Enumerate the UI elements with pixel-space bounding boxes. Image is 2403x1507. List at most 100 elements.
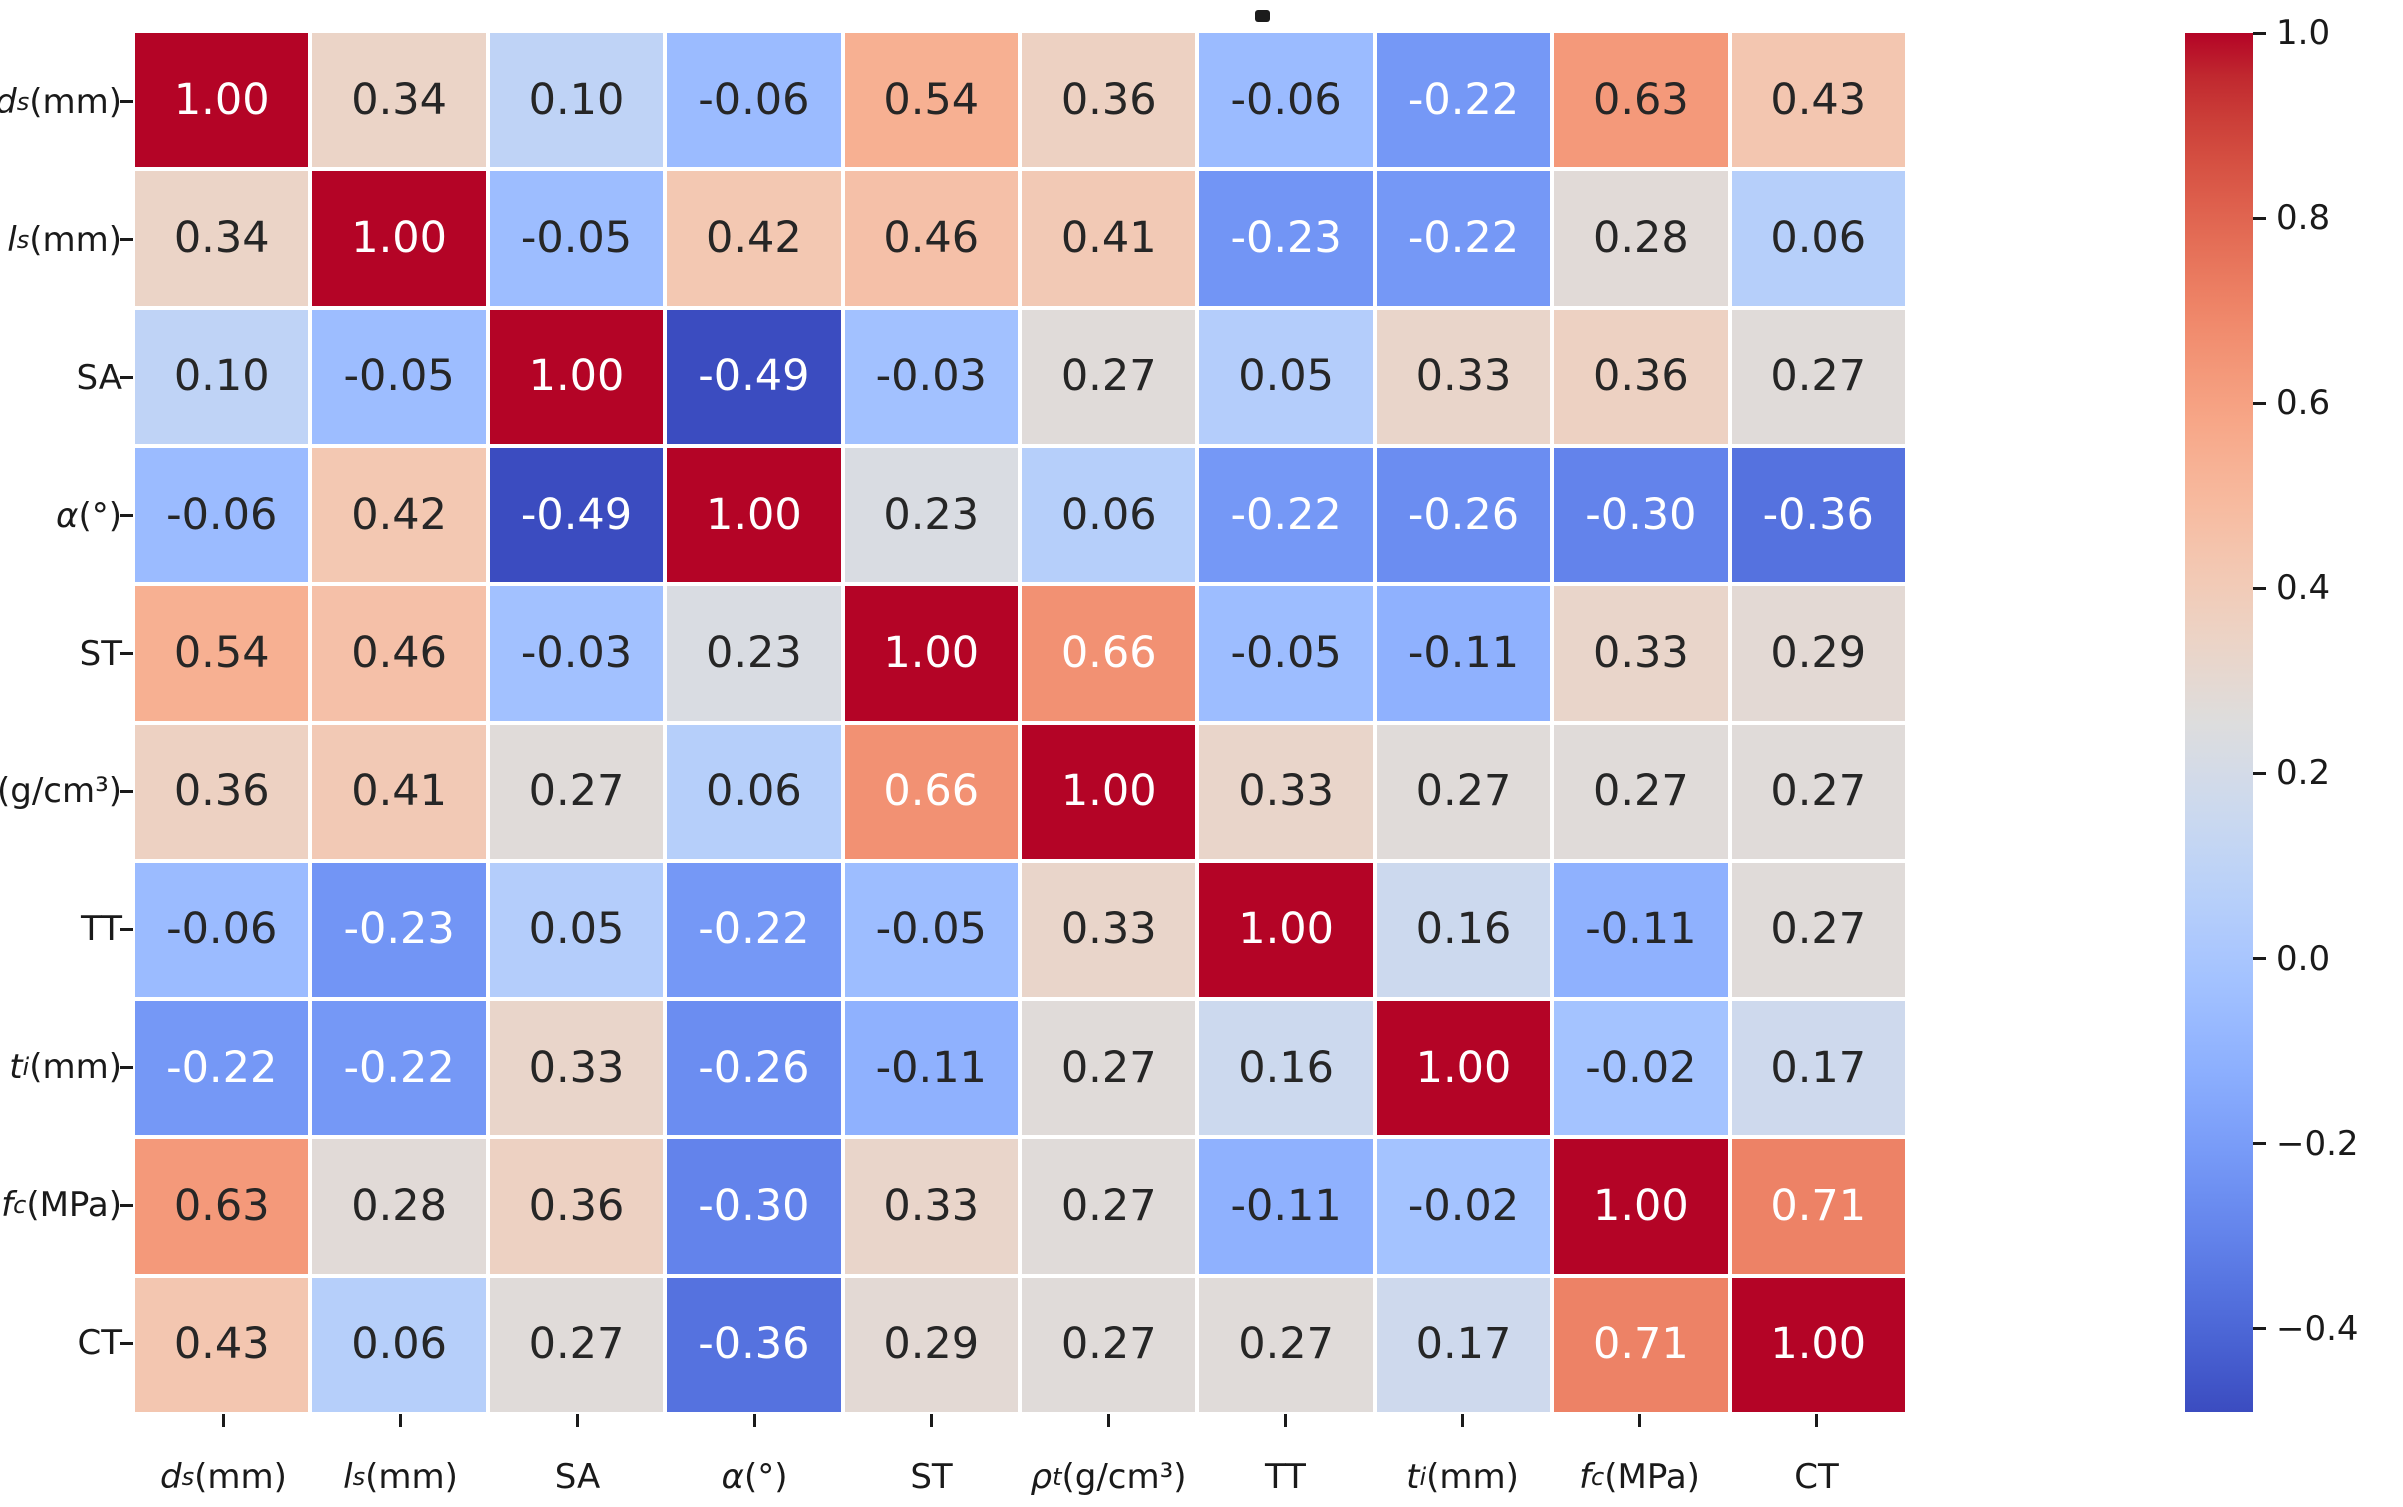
heatmap-cell: -0.11 bbox=[1554, 862, 1728, 998]
heatmap-cell: -0.22 bbox=[312, 1001, 486, 1136]
colorbar-tick-label: 1.0 bbox=[2276, 13, 2331, 53]
y-axis-tick bbox=[120, 1341, 133, 1345]
colorbar bbox=[2185, 33, 2253, 1412]
colorbar-tick bbox=[2253, 31, 2266, 35]
heatmap-cell: 1.00 bbox=[1731, 1277, 1905, 1412]
x-axis-tick bbox=[399, 1414, 402, 1427]
heatmap-cell: 0.54 bbox=[135, 586, 309, 721]
heatmap-cell: -0.30 bbox=[1554, 447, 1728, 583]
y-axis-label: TT bbox=[81, 909, 122, 950]
y-axis-label: ρt(g/cm³) bbox=[0, 771, 122, 812]
colorbar-tick-label: 0.8 bbox=[2276, 198, 2331, 239]
heatmap-cell: 0.63 bbox=[135, 1139, 309, 1274]
y-axis-tick bbox=[120, 789, 133, 793]
colorbar-tick-label: 0.0 bbox=[2276, 938, 2331, 979]
heatmap-cell: 1.00 bbox=[844, 586, 1018, 721]
heatmap-cell: 0.10 bbox=[489, 33, 664, 168]
heatmap-cell: 0.46 bbox=[312, 586, 486, 721]
heatmap-cell: -0.36 bbox=[667, 1277, 841, 1412]
heatmap-cell: 0.71 bbox=[1554, 1277, 1728, 1412]
heatmap-cell: 0.27 bbox=[489, 724, 664, 859]
y-axis-label: t i (mm) bbox=[9, 1047, 122, 1088]
heatmap-cell: 0.27 bbox=[1731, 862, 1905, 998]
heatmap-cell: 1.00 bbox=[1199, 862, 1373, 998]
x-axis-tick bbox=[1815, 1414, 1818, 1427]
heatmap-cell: -0.11 bbox=[844, 1001, 1018, 1136]
heatmap-cell: 0.29 bbox=[844, 1277, 1018, 1412]
heatmap-cell: 0.33 bbox=[844, 1139, 1018, 1274]
heatmap-cell: -0.26 bbox=[1376, 447, 1551, 583]
heatmap-cell: 0.36 bbox=[1021, 33, 1196, 168]
colorbar-tick-label: 0.4 bbox=[2276, 568, 2331, 609]
heatmap-cell: 0.27 bbox=[1021, 309, 1196, 444]
heatmap-cell: 0.33 bbox=[1199, 724, 1373, 859]
x-axis-tick bbox=[753, 1414, 756, 1427]
heatmap-cell: 0.66 bbox=[1021, 586, 1196, 721]
heatmap-cell: 0.36 bbox=[135, 724, 309, 859]
heatmap-cell: 0.63 bbox=[1554, 33, 1728, 168]
heatmap-cell: 0.06 bbox=[312, 1277, 486, 1412]
y-axis-label: ST bbox=[79, 633, 122, 674]
heatmap-cell: -0.05 bbox=[312, 309, 486, 444]
stray-mark bbox=[1255, 10, 1270, 22]
heatmap-cell: -0.11 bbox=[1376, 586, 1551, 721]
heatmap-cell: -0.06 bbox=[135, 447, 309, 583]
x-axis-tick bbox=[1638, 1414, 1641, 1427]
y-axis-tick bbox=[120, 1065, 133, 1069]
heatmap-cell: 0.41 bbox=[1021, 171, 1196, 306]
heatmap-cell: 0.16 bbox=[1376, 862, 1551, 998]
x-axis-label: d s (mm) bbox=[160, 1457, 287, 1497]
x-axis-label: α (°) bbox=[721, 1457, 788, 1497]
heatmap-cell: 0.27 bbox=[1021, 1277, 1196, 1412]
x-axis-label: TT bbox=[1265, 1457, 1306, 1497]
heatmap-cell: -0.49 bbox=[489, 447, 664, 583]
heatmap-cell: 0.23 bbox=[667, 586, 841, 721]
heatmap-cell: 0.28 bbox=[1554, 171, 1728, 306]
colorbar-tick bbox=[2253, 216, 2266, 220]
heatmap-cell: 0.27 bbox=[1554, 724, 1728, 859]
heatmap-cell: 0.17 bbox=[1731, 1001, 1905, 1136]
colorbar-tick bbox=[2253, 586, 2266, 590]
colorbar-tick bbox=[2253, 1327, 2266, 1331]
x-axis-label: SA bbox=[554, 1457, 601, 1497]
colorbar-gradient bbox=[2185, 33, 2253, 1412]
heatmap-cell: 0.54 bbox=[844, 33, 1018, 168]
heatmap-cell: 0.06 bbox=[1731, 171, 1905, 306]
heatmap-cell: -0.23 bbox=[312, 862, 486, 998]
heatmap-cell: 0.05 bbox=[489, 862, 664, 998]
heatmap-cell: -0.23 bbox=[1199, 171, 1373, 306]
x-axis-label: l s (mm) bbox=[343, 1457, 458, 1497]
heatmap-cell: -0.49 bbox=[667, 309, 841, 444]
heatmap-cell: 0.66 bbox=[844, 724, 1018, 859]
heatmap-cell: 0.34 bbox=[135, 171, 309, 306]
y-axis-label: f c (MPa) bbox=[1, 1185, 122, 1226]
y-axis-tick bbox=[120, 100, 133, 104]
heatmap-cell: 0.06 bbox=[667, 724, 841, 859]
heatmap-cell: -0.06 bbox=[1199, 33, 1373, 168]
x-axis-label: ST bbox=[910, 1457, 953, 1497]
x-axis-tick bbox=[930, 1414, 933, 1427]
heatmap-cell: -0.03 bbox=[489, 586, 664, 721]
heatmap-cell: -0.02 bbox=[1376, 1139, 1551, 1274]
heatmap-cell: 0.27 bbox=[1021, 1139, 1196, 1274]
heatmap-cell: 0.27 bbox=[1731, 309, 1905, 444]
heatmap-cell: 0.36 bbox=[1554, 309, 1728, 444]
y-axis-tick bbox=[120, 927, 133, 931]
heatmap-cell: -0.22 bbox=[1199, 447, 1373, 583]
heatmap-cell: 0.33 bbox=[1554, 586, 1728, 721]
heatmap-cell: -0.06 bbox=[135, 862, 309, 998]
heatmap-cell: 0.42 bbox=[667, 171, 841, 306]
y-axis-tick bbox=[120, 1203, 133, 1207]
heatmap-cell: 0.33 bbox=[489, 1001, 664, 1136]
colorbar-tick-label: −0.2 bbox=[2276, 1123, 2359, 1164]
x-axis-label: t i (mm) bbox=[1406, 1457, 1519, 1497]
colorbar-tick-label: 0.6 bbox=[2276, 383, 2331, 424]
heatmap-cell: 0.46 bbox=[844, 171, 1018, 306]
heatmap-cell: 0.27 bbox=[1376, 724, 1551, 859]
heatmap-cell: 1.00 bbox=[1021, 724, 1196, 859]
heatmap-cell: -0.05 bbox=[1199, 586, 1373, 721]
heatmap-cell: 1.00 bbox=[1376, 1001, 1551, 1136]
heatmap-cell: 0.27 bbox=[489, 1277, 664, 1412]
heatmap-cell: 0.27 bbox=[1199, 1277, 1373, 1412]
